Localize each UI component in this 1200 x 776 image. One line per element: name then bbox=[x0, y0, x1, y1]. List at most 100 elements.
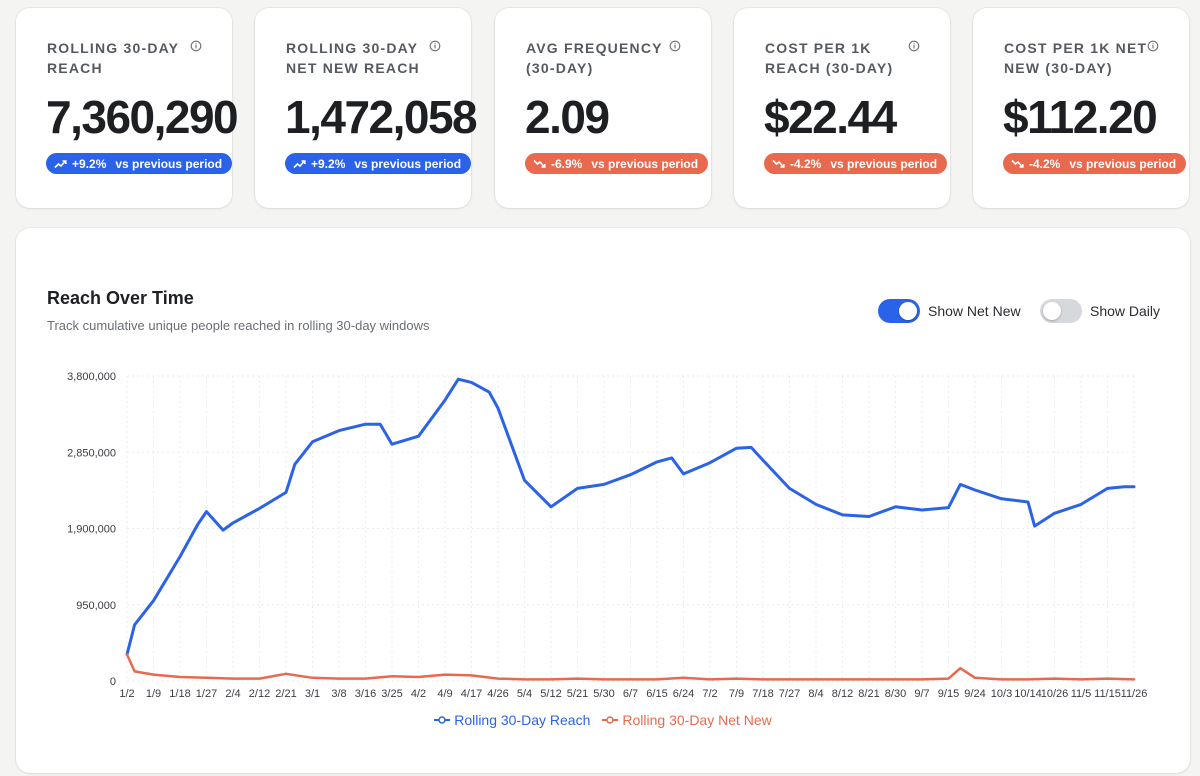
x-tick-label: 6/24 bbox=[673, 688, 694, 700]
x-tick-label: 1/9 bbox=[146, 688, 161, 700]
kpi-delta: +9.2% bbox=[72, 156, 107, 171]
x-tick-label: 10/3 bbox=[991, 688, 1012, 700]
x-tick-label: 3/16 bbox=[355, 688, 376, 700]
legend-marker-icon bbox=[434, 716, 451, 724]
y-tick-label: 3,800,000 bbox=[67, 371, 116, 383]
kpi-comparison-label: vs previous period bbox=[830, 156, 938, 171]
kpi-change-badge: -6.9% vs previous period bbox=[525, 153, 709, 174]
x-tick-label: 3/8 bbox=[331, 688, 346, 700]
x-tick-label: 7/2 bbox=[702, 688, 717, 700]
x-tick-label: 3/1 bbox=[305, 688, 320, 700]
kpi-value: 2.09 bbox=[525, 91, 610, 143]
kpi-delta: -4.2% bbox=[1029, 156, 1061, 171]
y-tick-label: 2,850,000 bbox=[67, 447, 116, 459]
x-tick-label: 9/24 bbox=[964, 688, 985, 700]
kpi-delta: +9.2% bbox=[311, 156, 346, 171]
trend-up-icon bbox=[54, 159, 67, 168]
trend-down-icon bbox=[772, 159, 785, 168]
kpi-change-badge: -4.2% vs previous period bbox=[1003, 153, 1187, 174]
kpi-comparison-label: vs previous period bbox=[354, 156, 462, 171]
x-tick-label: 4/2 bbox=[411, 688, 426, 700]
legend-item-reach[interactable]: Rolling 30-Day Reach bbox=[434, 712, 590, 728]
x-tick-label: 5/30 bbox=[593, 688, 614, 700]
kpi-value: 7,360,290 bbox=[46, 91, 239, 143]
reach-line-chart: 0 950,000 1,900,000 2,850,000 3,800,000 1/2 1/… bbox=[67, 371, 1148, 700]
chart-legend: Rolling 30-Day Reach Rolling 30-Day Net … bbox=[16, 712, 1190, 728]
kpi-card-cost-per-1k-net-new: COST PER 1K NET NEW (30-DAY) $112.20 -4.… bbox=[973, 8, 1189, 208]
x-tick-label: 3/25 bbox=[381, 688, 402, 700]
legend-label: Rolling 30-Day Reach bbox=[454, 712, 591, 728]
info-circle-icon[interactable] bbox=[429, 40, 441, 52]
x-tick-label: 6/15 bbox=[646, 688, 667, 700]
kpi-title: AVG FREQUENCY (30-DAY) bbox=[526, 40, 663, 76]
kpi-card-net-new-reach: ROLLING 30-DAY NET NEW REACH 1,472,058 +… bbox=[255, 8, 478, 208]
x-tick-label: 1/27 bbox=[196, 688, 217, 700]
x-tick-label: 8/12 bbox=[832, 688, 853, 700]
x-tick-label: 1/18 bbox=[169, 688, 190, 700]
trend-down-icon bbox=[533, 159, 546, 168]
toggle-label: Show Daily bbox=[1090, 303, 1161, 319]
legend-item-net-new[interactable]: Rolling 30-Day Net New bbox=[602, 712, 772, 728]
x-tick-label: 10/14 bbox=[1014, 688, 1042, 700]
kpi-delta: -4.2% bbox=[790, 156, 822, 171]
toggle-track[interactable] bbox=[878, 299, 920, 323]
kpi-title: ROLLING 30-DAY REACH bbox=[47, 40, 179, 76]
kpi-delta: -6.9% bbox=[551, 156, 583, 171]
x-tick-label: 6/7 bbox=[623, 688, 638, 700]
y-tick-label: 950,000 bbox=[76, 600, 116, 612]
kpi-title: ROLLING 30-DAY NET NEW REACH bbox=[286, 40, 420, 76]
x-tick-label: 4/17 bbox=[461, 688, 482, 700]
x-tick-label: 11/26 bbox=[1121, 688, 1148, 700]
x-tick-label: 1/2 bbox=[119, 688, 134, 700]
kpi-card-reach: ROLLING 30-DAY REACH 7,360,290 +9.2% vs … bbox=[16, 8, 239, 208]
x-tick-label: 8/4 bbox=[808, 688, 823, 700]
chart-subtitle: Track cumulative unique people reached i… bbox=[47, 318, 430, 333]
x-tick-label: 8/21 bbox=[858, 688, 879, 700]
x-tick-label: 2/12 bbox=[249, 688, 270, 700]
x-tick-label: 9/7 bbox=[914, 688, 929, 700]
x-tick-label: 9/15 bbox=[938, 688, 959, 700]
kpi-value: 1,472,058 bbox=[285, 91, 478, 143]
x-tick-label: 4/26 bbox=[487, 688, 508, 700]
x-tick-label: 8/30 bbox=[885, 688, 906, 700]
x-tick-label: 5/4 bbox=[517, 688, 532, 700]
kpi-comparison-label: vs previous period bbox=[591, 156, 699, 171]
reach-over-time-card: Reach Over Time Track cumulative unique … bbox=[16, 228, 1190, 773]
kpi-change-badge: +9.2% vs previous period bbox=[285, 153, 472, 174]
x-tick-label: 7/18 bbox=[752, 688, 773, 700]
x-tick-label: 5/21 bbox=[567, 688, 588, 700]
x-tick-label: 2/21 bbox=[275, 688, 296, 700]
trend-down-icon bbox=[1011, 159, 1024, 168]
kpi-value: $112.20 bbox=[1003, 91, 1158, 143]
show-daily-toggle[interactable]: Show Daily bbox=[1040, 299, 1160, 323]
kpi-card-avg-frequency: AVG FREQUENCY (30-DAY) 2.09 -6.9% vs pre… bbox=[495, 8, 711, 208]
toggle-label: Show Net New bbox=[928, 303, 1021, 319]
show-net-new-toggle[interactable]: Show Net New bbox=[878, 299, 1021, 323]
kpi-comparison-label: vs previous period bbox=[115, 156, 223, 171]
kpi-row: ROLLING 30-DAY REACH 7,360,290 +9.2% vs … bbox=[16, 8, 1200, 208]
info-circle-icon[interactable] bbox=[908, 40, 920, 52]
x-tick-label: 5/12 bbox=[540, 688, 561, 700]
x-tick-label: 7/27 bbox=[779, 688, 800, 700]
x-tick-label: 11/5 bbox=[1071, 688, 1092, 700]
legend-label: Rolling 30-Day Net New bbox=[622, 712, 772, 728]
trend-up-icon bbox=[293, 159, 306, 168]
x-tick-label: 10/26 bbox=[1041, 688, 1069, 700]
info-circle-icon[interactable] bbox=[1147, 40, 1159, 52]
x-tick-label: 2/4 bbox=[225, 688, 240, 700]
kpi-change-badge: -4.2% vs previous period bbox=[764, 153, 948, 174]
x-tick-label: 11/15 bbox=[1094, 688, 1121, 700]
legend-marker-icon bbox=[602, 716, 619, 724]
kpi-value: $22.44 bbox=[764, 91, 897, 143]
x-tick-label: 7/9 bbox=[729, 688, 744, 700]
info-circle-icon[interactable] bbox=[669, 40, 681, 52]
toggle-track[interactable] bbox=[1040, 299, 1082, 323]
info-circle-icon[interactable] bbox=[190, 40, 202, 52]
y-tick-label: 0 bbox=[110, 676, 116, 688]
kpi-title: COST PER 1K REACH (30-DAY) bbox=[765, 40, 894, 76]
kpi-card-cost-per-1k-reach: COST PER 1K REACH (30-DAY) $22.44 -4.2% … bbox=[734, 8, 950, 208]
chart-title: Reach Over Time bbox=[47, 288, 194, 308]
x-tick-label: 4/9 bbox=[437, 688, 452, 700]
y-tick-label: 1,900,000 bbox=[67, 524, 116, 536]
kpi-change-badge: +9.2% vs previous period bbox=[46, 153, 233, 174]
